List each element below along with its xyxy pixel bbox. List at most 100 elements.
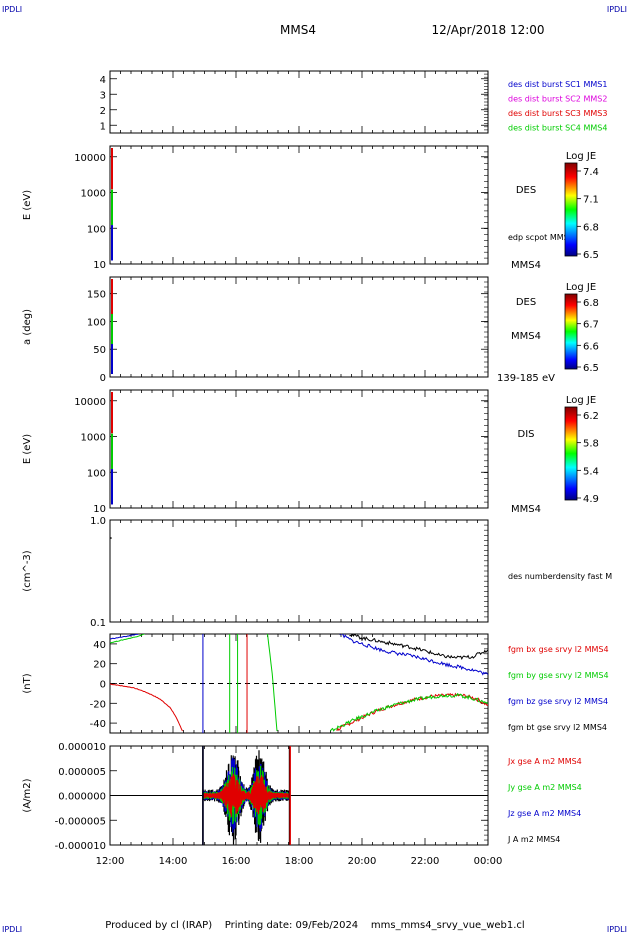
panel-bottom-label: MMS4 [511, 504, 541, 515]
colorbar-tick-label: 6.6 [583, 341, 599, 352]
y-axis-label: E (eV) [22, 190, 33, 220]
scpot-label: edp scpot MMS4 [508, 233, 574, 242]
y-tick-label: 2 [100, 106, 106, 117]
colorbar-tick-label: 4.9 [583, 494, 599, 505]
colorbar-tick-label: 5.8 [583, 439, 599, 450]
colorbar [564, 406, 578, 501]
colorbar-tick-label: 7.1 [583, 195, 599, 206]
y-tick-label: 4 [100, 75, 106, 86]
heatmap-cell [111, 225, 113, 261]
time-axis: 12:00 14:00 16:00 18:00 20:00 22:00 00:00 [96, 856, 503, 867]
colorbar-tick-label: 6.7 [583, 320, 599, 331]
instrument-label: DES [516, 297, 536, 308]
legend-entry: Jy gse A m2 MMS4 [507, 783, 582, 792]
panel-frame [109, 519, 489, 623]
x-tick-label: 22:00 [411, 856, 440, 867]
colorbar-title: Log JE [566, 395, 596, 406]
series-line [330, 692, 488, 732]
panel-frame [109, 276, 489, 378]
y-axis-label: a (deg) [22, 309, 33, 345]
panel-dis-energy: 10 100 1000 10000 E (eV) DIS MMS4 Log JE 6.2 5.8 5… [22, 389, 599, 515]
y-tick-label: 10000 [74, 397, 106, 408]
corner-label-bottom-right: IPDLI [607, 925, 627, 934]
colorbar-title: Log JE [566, 282, 596, 293]
y-tick-label: 50 [93, 345, 106, 356]
corner-label-top-right: IPDLI [607, 5, 627, 14]
footer-credit: Produced by cl (IRAP) Printing date: 09/… [105, 920, 524, 931]
legend-entry: des dist burst SC4 MMS4 [508, 124, 607, 133]
y-tick-label: 1000 [81, 433, 106, 444]
panel-des-pitch: 0 50 100 150 a (deg) DES MMS4 139-185 eV Log JE 6… [22, 276, 599, 384]
heatmap-cell [111, 433, 113, 470]
colorbar-tick-label: 6.2 [583, 411, 599, 422]
series-line [110, 634, 145, 644]
panel-des-energy: 10 100 1000 10000 E (eV) DES edp scpot MMS4 MMS… [22, 145, 599, 271]
data-point [110, 537, 112, 539]
x-tick-label: 12:00 [96, 856, 125, 867]
legend-entry: fgm bx gse srvy l2 MMS4 [508, 645, 609, 654]
legend-entry: J A m2 MMS4 [507, 835, 560, 844]
x-tick-label: 16:00 [222, 856, 251, 867]
y-axis-label: (nT) [22, 673, 33, 693]
y-tick-label: 100 [87, 224, 106, 235]
spacecraft-label: MMS4 [511, 331, 541, 342]
legend-entry: fgm bt gse srvy l2 MMS4 [508, 723, 607, 732]
panel-current: -0.000010 -0.000005 0.000000 0.000005 0.0000… [22, 742, 582, 852]
y-axis-label: E (eV) [22, 434, 33, 464]
y-tick-label: -20 [90, 699, 106, 710]
y-tick-label: 0.1 [90, 618, 106, 629]
current-burst-trace [202, 773, 290, 817]
series-line [349, 634, 488, 660]
y-tick-label: 10000 [74, 153, 106, 164]
heatmap-cell [111, 314, 113, 344]
heatmap-cell [111, 279, 113, 314]
panel-bottom-label: MMS4 [511, 260, 541, 271]
colorbar-tick-label: 5.4 [583, 466, 599, 477]
y-tick-label: -0.000010 [55, 841, 106, 852]
y-tick-label: -40 [90, 719, 106, 730]
panel-fgm: -40 -20 0 20 40 (nT) fgm bx gse srvy l2 MMS4 fg… [22, 633, 609, 734]
heatmap-cell [111, 392, 113, 434]
y-tick-label: 0.000010 [58, 742, 106, 753]
colorbar [564, 162, 578, 257]
y-tick-label: 1000 [81, 189, 106, 200]
heatmap-cell [111, 469, 113, 505]
y-tick-label: 0 [100, 680, 106, 691]
series-line [336, 692, 488, 732]
y-tick-label: 0.000005 [58, 767, 106, 778]
x-tick-label: 18:00 [285, 856, 314, 867]
y-tick-label: 150 [87, 290, 106, 301]
colorbar-tick-label: 6.5 [583, 363, 599, 374]
y-tick-label: 40 [93, 640, 106, 651]
y-tick-label: 20 [93, 660, 106, 671]
y-tick-label: 100 [87, 468, 106, 479]
panel-frame [109, 70, 489, 134]
colorbar-title: Log JE [566, 151, 596, 162]
heatmap-cell [111, 189, 113, 226]
legend-entry: Jz gse A m2 MMS4 [507, 809, 581, 818]
panel-frame [109, 145, 489, 265]
legend-entry: des dist burst SC3 MMS3 [508, 109, 607, 118]
y-tick-label: 100 [87, 317, 106, 328]
series-line [110, 683, 183, 732]
heatmap-cell [111, 344, 113, 374]
panel-frame [109, 389, 489, 509]
panel-burst: 1 2 3 4 des dist burst SC1 MMS1 des dist burs… [100, 70, 607, 134]
x-tick-label: 00:00 [474, 856, 503, 867]
series-line [267, 634, 278, 732]
y-tick-label: 0.000000 [58, 792, 106, 803]
legend-entry: des numberdensity fast M [508, 572, 612, 581]
y-tick-label: 3 [100, 90, 106, 101]
y-axis-label: (cm^-3) [22, 550, 33, 591]
legend-entry: des dist burst SC2 MMS2 [508, 95, 607, 104]
y-axis-label: (A/m2) [22, 778, 33, 812]
series-line [110, 634, 139, 640]
y-tick-label: 10 [93, 504, 106, 515]
plot-title-datetime: 12/Apr/2018 12:00 [431, 23, 544, 37]
colorbar-tick-label: 6.8 [583, 222, 599, 233]
legend-entry: fgm bz gse srvy l2 MMS4 [508, 697, 608, 706]
instrument-label: DES [516, 185, 536, 196]
legend-entry: des dist burst SC1 MMS1 [508, 80, 607, 89]
x-tick-label: 14:00 [159, 856, 188, 867]
